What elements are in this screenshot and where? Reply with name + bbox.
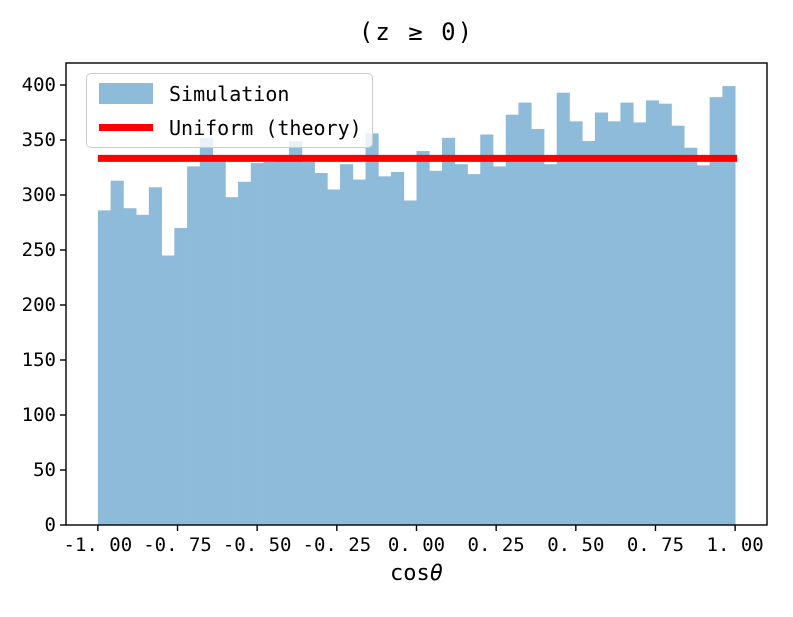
histogram-bar [289, 141, 303, 525]
histogram-bar [696, 165, 711, 526]
y-tick-label: 50 [33, 459, 56, 481]
y-tick-label: 400 [21, 74, 56, 96]
histogram-bar [467, 174, 481, 525]
histogram-bar [365, 133, 379, 525]
y-tick-label: 300 [21, 184, 56, 206]
histogram-bar [199, 137, 213, 526]
histogram-bar [378, 176, 392, 526]
y-tick-label: 250 [21, 239, 56, 261]
legend-label-uniform-theory: Uniform (theory) [169, 115, 362, 140]
x-tick-label: -0. 25 [302, 534, 372, 556]
x-tick-label: -0. 75 [143, 534, 212, 556]
x-tick-label: -0. 50 [222, 534, 292, 556]
histogram-bar [441, 137, 456, 526]
histogram-bar [391, 171, 405, 525]
histogram-bar [607, 121, 621, 526]
histogram-bar [250, 163, 264, 525]
histogram-bar [518, 102, 532, 525]
histogram-bar [722, 86, 736, 525]
histogram-bar [492, 166, 507, 525]
legend-item-simulation: Simulation [99, 77, 360, 111]
histogram-bar [543, 164, 558, 525]
histogram-bar [225, 197, 239, 525]
legend: Simulation Uniform (theory) [86, 73, 373, 148]
histogram-bar [340, 164, 354, 525]
y-tick-label: 100 [21, 404, 56, 426]
histogram-bar [136, 214, 150, 526]
histogram-bar [174, 228, 188, 525]
histogram-bar [314, 173, 328, 525]
histogram-bar [531, 129, 545, 525]
histogram-bar [569, 121, 583, 526]
histogram-bar [263, 162, 277, 525]
histogram-bar [505, 114, 519, 525]
chart-title: (z ≥ 0) [358, 18, 475, 46]
histogram-bar [582, 141, 596, 525]
histogram-bar [709, 97, 723, 525]
histogram-bar [123, 208, 137, 525]
histogram-bar [301, 162, 315, 525]
histogram-bar [416, 151, 430, 525]
histogram-bar [671, 125, 685, 525]
histogram-bar [620, 102, 634, 525]
y-tick-label: 350 [21, 129, 56, 151]
histogram-bar [352, 179, 366, 525]
histogram-bar [276, 160, 290, 525]
x-tick-label: 0. 00 [387, 534, 446, 556]
histogram-bar [480, 134, 494, 525]
histogram-bar [556, 92, 570, 525]
uniform-theory-swatch [99, 124, 153, 131]
histogram-bar [212, 156, 226, 525]
histogram-bar [633, 122, 647, 526]
y-tick-label: 0 [44, 514, 56, 536]
histogram-bar [110, 180, 124, 525]
y-tick-label: 200 [21, 294, 56, 316]
histogram-bar [403, 200, 417, 525]
legend-label-simulation: Simulation [169, 81, 290, 106]
histogram-bar [161, 255, 175, 525]
x-tick-label: -1. 00 [63, 534, 133, 556]
legend-item-uniform-theory: Uniform (theory) [99, 111, 362, 145]
histogram-bar [238, 181, 252, 526]
histogram-bar [97, 210, 112, 525]
histogram-bar [594, 112, 609, 525]
x-tick-label: 0. 75 [626, 534, 685, 556]
x-axis-label-prefix: cos [390, 561, 430, 586]
histogram-bar [658, 103, 672, 525]
histogram-bar [148, 187, 162, 526]
histogram-bar [327, 189, 341, 525]
x-axis-label-symbol: θ [429, 561, 443, 586]
histogram-bar [429, 170, 443, 526]
x-tick-label: 0. 25 [467, 534, 525, 556]
y-tick-label: 150 [21, 349, 56, 371]
x-axis-label: cosθ [66, 561, 767, 586]
histogram-bar [454, 164, 468, 525]
histogram-bar [684, 147, 698, 525]
x-tick-label: 0. 50 [547, 534, 605, 556]
x-tick-label: 1. 00 [706, 534, 764, 556]
histogram-bar [187, 166, 201, 525]
histogram-bar [645, 100, 660, 526]
simulation-swatch [99, 83, 153, 104]
